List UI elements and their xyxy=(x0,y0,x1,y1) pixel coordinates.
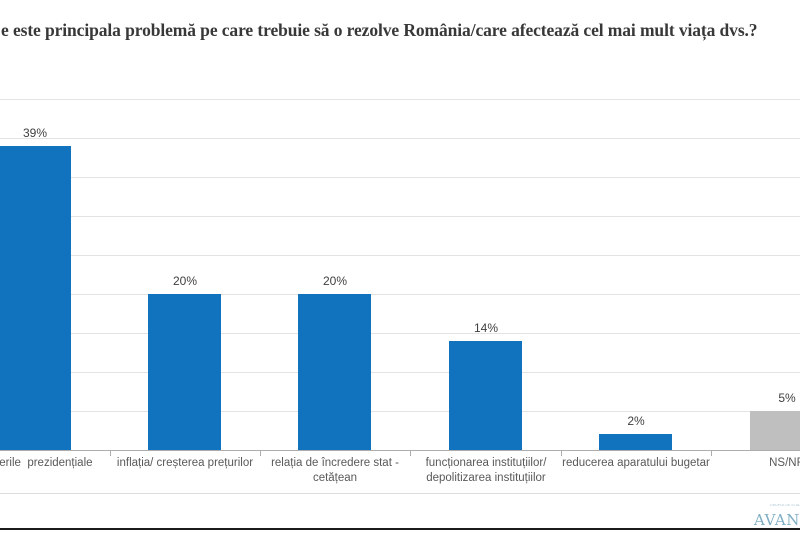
axis-tick xyxy=(260,451,261,456)
category-label: alegerile prezidențiale xyxy=(0,457,93,469)
bar xyxy=(0,146,71,450)
gridline xyxy=(0,138,800,139)
axis-tick xyxy=(410,451,411,456)
bar-value-label: 20% xyxy=(172,274,198,288)
category-label: funcționarea instituțiilor/ depolitizare… xyxy=(425,457,547,484)
gridline xyxy=(0,216,800,217)
axis-tick xyxy=(561,451,562,456)
gridline xyxy=(0,372,800,373)
gridline xyxy=(0,333,800,334)
logo-tagline: GRUPUL DE STUDII SOCIO-COMPORTAMENTALE xyxy=(770,504,800,507)
bar-value-label: 39% xyxy=(22,126,48,140)
bar xyxy=(298,294,371,450)
logo-text: AVANGARDE xyxy=(754,511,800,529)
chart-title: e este principala problemă pe care trebu… xyxy=(1,20,758,40)
axis-tick xyxy=(110,451,111,456)
bar xyxy=(750,411,800,450)
gridline xyxy=(0,255,800,256)
bar xyxy=(449,341,522,450)
bar-value-label: 5% xyxy=(778,391,796,405)
bar-value-label: 20% xyxy=(322,274,348,288)
x-axis-line xyxy=(0,450,800,451)
bar-value-label: 14% xyxy=(473,321,499,335)
bar-value-label: 2% xyxy=(627,414,645,428)
bar xyxy=(599,434,672,450)
category-label: inflația/ creșterea prețurilor xyxy=(116,457,254,469)
category-label: reducerea aparatului bugetar xyxy=(562,457,710,469)
category-label: NS/NR xyxy=(769,457,800,469)
gridline xyxy=(0,177,800,178)
gridline xyxy=(0,294,800,295)
gridline xyxy=(0,99,800,100)
category-label: relația de încredere stat - cetățean xyxy=(271,457,399,484)
bottom-border xyxy=(0,528,800,530)
footer-divider xyxy=(0,493,800,494)
axis-tick xyxy=(711,451,712,456)
gridline xyxy=(0,411,800,412)
bar xyxy=(148,294,221,450)
